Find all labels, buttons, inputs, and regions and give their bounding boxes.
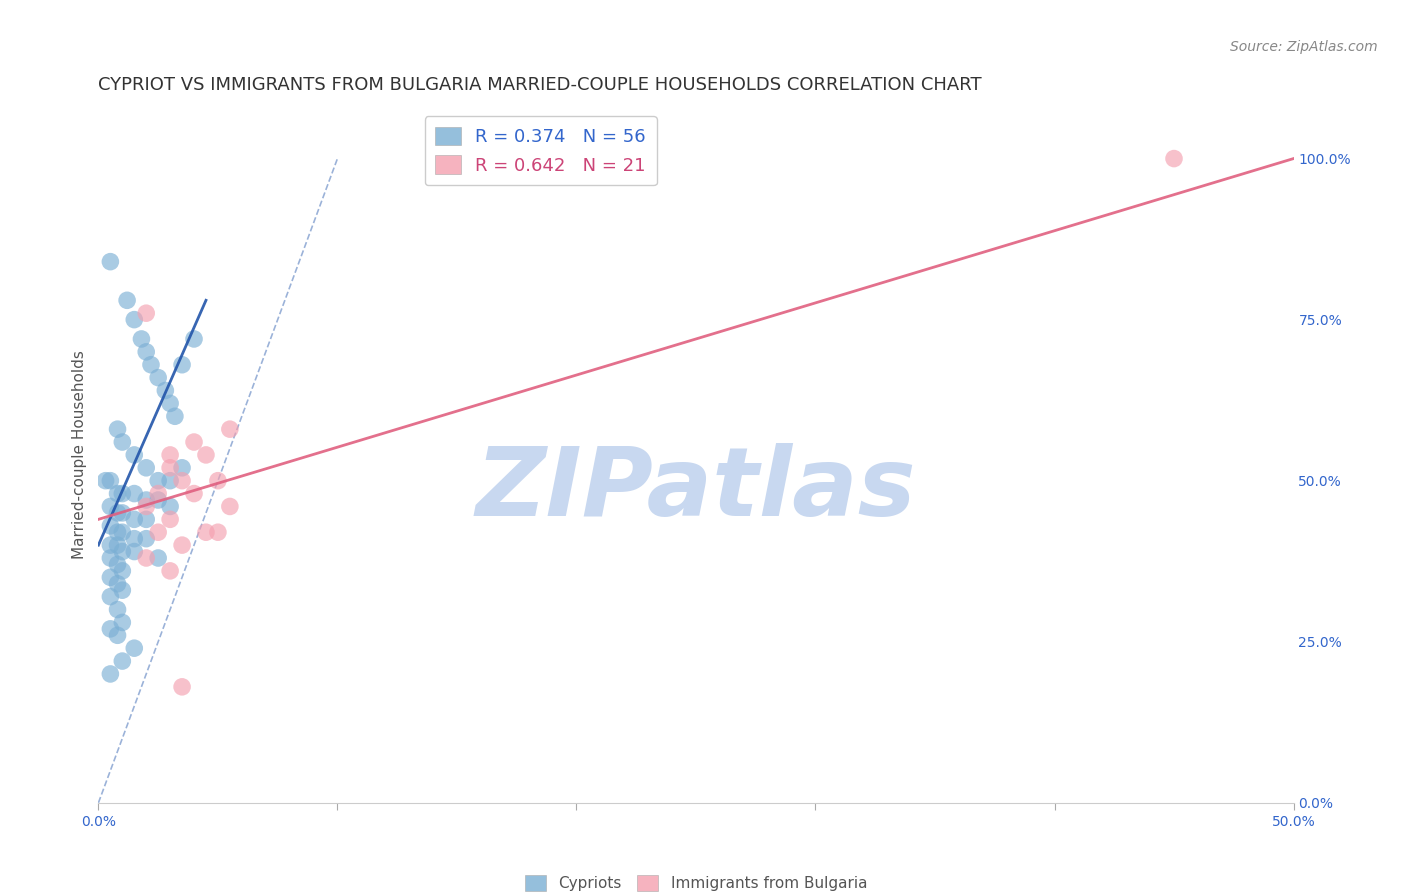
Point xyxy=(163,409,186,424)
Point xyxy=(135,460,157,475)
Point xyxy=(111,435,134,450)
Point xyxy=(219,422,242,436)
Point xyxy=(124,312,146,326)
Point xyxy=(183,332,205,346)
Point xyxy=(111,506,134,520)
Point xyxy=(98,551,122,566)
Point xyxy=(195,448,218,462)
Point xyxy=(135,551,157,566)
Point xyxy=(172,460,194,475)
Point xyxy=(98,622,122,636)
Point xyxy=(115,293,138,308)
Point xyxy=(183,486,205,500)
Point xyxy=(155,384,177,398)
Point xyxy=(148,474,170,488)
Point xyxy=(107,525,129,540)
Point xyxy=(124,532,146,546)
Point xyxy=(107,628,129,642)
Point xyxy=(159,564,181,578)
Y-axis label: Married-couple Households: Married-couple Households xyxy=(72,351,87,559)
Point xyxy=(172,358,194,372)
Point xyxy=(124,544,146,558)
Point xyxy=(183,435,205,450)
Point xyxy=(98,590,122,604)
Point xyxy=(111,564,134,578)
Point xyxy=(139,358,162,372)
Point xyxy=(135,344,157,359)
Point xyxy=(135,306,157,320)
Point xyxy=(159,474,181,488)
Point xyxy=(172,538,194,552)
Point xyxy=(207,525,229,540)
Point xyxy=(135,493,157,508)
Point xyxy=(148,486,170,500)
Point xyxy=(172,680,194,694)
Text: Source: ZipAtlas.com: Source: ZipAtlas.com xyxy=(1230,40,1378,54)
Point xyxy=(131,332,153,346)
Point xyxy=(159,460,181,475)
Point xyxy=(107,486,129,500)
Point xyxy=(111,583,134,598)
Point xyxy=(107,506,129,520)
Point xyxy=(135,500,157,514)
Point xyxy=(107,538,129,552)
Point xyxy=(159,512,181,526)
Point xyxy=(159,396,181,410)
Point xyxy=(207,474,229,488)
Point xyxy=(159,500,181,514)
Point xyxy=(111,544,134,558)
Point xyxy=(107,602,129,616)
Point xyxy=(111,615,134,630)
Point xyxy=(98,538,122,552)
Point xyxy=(98,518,122,533)
Point xyxy=(135,532,157,546)
Point xyxy=(159,448,181,462)
Point xyxy=(107,558,129,572)
Legend: Cypriots, Immigrants from Bulgaria: Cypriots, Immigrants from Bulgaria xyxy=(516,866,876,892)
Point xyxy=(172,474,194,488)
Text: CYPRIOT VS IMMIGRANTS FROM BULGARIA MARRIED-COUPLE HOUSEHOLDS CORRELATION CHART: CYPRIOT VS IMMIGRANTS FROM BULGARIA MARR… xyxy=(98,77,981,95)
Point xyxy=(124,486,146,500)
Point xyxy=(98,667,122,681)
Point xyxy=(111,654,134,668)
Point xyxy=(148,551,170,566)
Point xyxy=(98,570,122,584)
Point xyxy=(135,512,157,526)
Point xyxy=(148,370,170,384)
Point xyxy=(111,525,134,540)
Point xyxy=(107,576,129,591)
Point xyxy=(124,512,146,526)
Point xyxy=(148,493,170,508)
Point xyxy=(107,422,129,436)
Point xyxy=(148,525,170,540)
Point xyxy=(219,500,242,514)
Text: ZIPatlas: ZIPatlas xyxy=(475,443,917,536)
Point xyxy=(98,254,122,268)
Point xyxy=(124,641,146,656)
Point xyxy=(98,474,122,488)
Point xyxy=(1163,152,1185,166)
Point xyxy=(94,474,117,488)
Point xyxy=(124,448,146,462)
Point xyxy=(111,486,134,500)
Point xyxy=(98,500,122,514)
Point xyxy=(195,525,218,540)
